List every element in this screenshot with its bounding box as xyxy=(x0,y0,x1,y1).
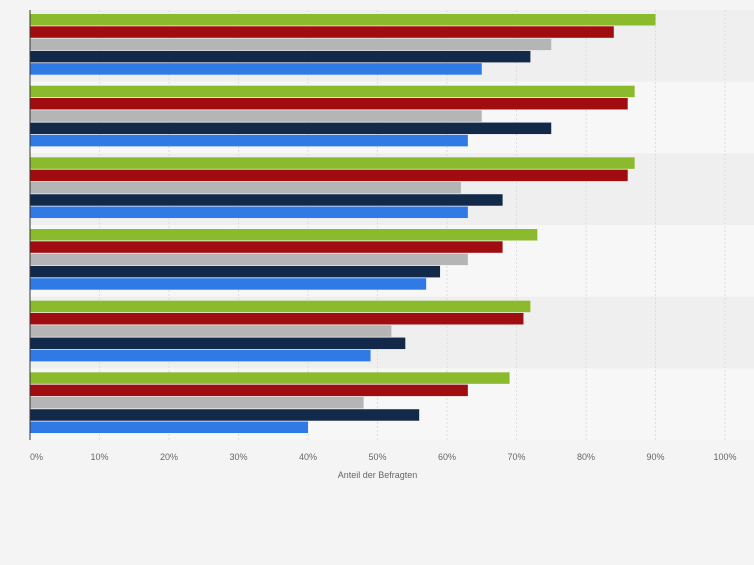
bar xyxy=(30,300,531,313)
bar xyxy=(30,38,552,51)
x-tick-label: 40% xyxy=(299,452,317,462)
bar xyxy=(30,85,635,98)
x-tick-label: 100% xyxy=(713,452,736,462)
x-tick-label: 90% xyxy=(646,452,664,462)
x-tick-label: 80% xyxy=(577,452,595,462)
bar xyxy=(30,206,468,219)
bar xyxy=(30,194,503,206)
bar xyxy=(30,157,635,169)
bar xyxy=(30,134,468,147)
bar xyxy=(30,122,552,135)
x-axis-label: Anteil der Befragten xyxy=(338,470,418,480)
bar xyxy=(30,110,482,122)
bar xyxy=(30,169,628,182)
bar xyxy=(30,384,468,397)
bar xyxy=(30,63,482,75)
bar xyxy=(30,50,531,63)
bar xyxy=(30,312,524,325)
x-axis-tick-labels: 0% 10% 20% 30% 40% 50% 60% 70% 80% 90% 100% xyxy=(30,452,737,462)
x-tick-label: 10% xyxy=(90,452,108,462)
bar xyxy=(30,421,308,434)
bar xyxy=(30,349,371,362)
bar xyxy=(30,337,406,350)
bar xyxy=(30,265,441,278)
bar xyxy=(30,229,538,241)
bar xyxy=(30,396,364,409)
bar xyxy=(30,409,420,421)
bar xyxy=(30,325,392,337)
x-tick-label: 50% xyxy=(368,452,386,462)
x-tick-label: 20% xyxy=(160,452,178,462)
bar xyxy=(30,14,656,26)
bar xyxy=(30,372,510,384)
x-tick-label: 0% xyxy=(30,452,43,462)
x-tick-label: 60% xyxy=(438,452,456,462)
bar xyxy=(30,26,614,38)
x-tick-label: 70% xyxy=(507,452,525,462)
bar xyxy=(30,253,468,266)
x-tick-label: 30% xyxy=(229,452,247,462)
bar xyxy=(30,241,503,253)
bar xyxy=(30,97,628,110)
bar xyxy=(30,181,461,194)
bar-series xyxy=(30,14,656,434)
bar xyxy=(30,278,427,290)
